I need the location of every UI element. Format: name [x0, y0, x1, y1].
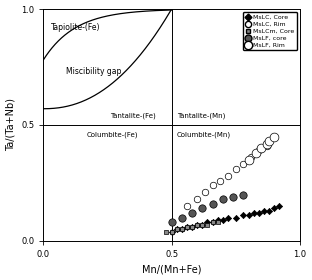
Point: [195, 197, 200, 201]
Point: [174, 227, 179, 232]
Point: [231, 195, 236, 199]
Point: [179, 215, 184, 220]
Point: [251, 211, 256, 215]
Point: [190, 211, 195, 215]
Point: [254, 151, 259, 155]
Point: [210, 220, 215, 225]
Point: [226, 215, 231, 220]
Point: [266, 139, 271, 143]
Point: [272, 134, 277, 139]
Point: [200, 222, 205, 227]
Text: Tantalite-(Fe): Tantalite-(Fe): [110, 112, 156, 119]
Point: [174, 227, 179, 232]
Point: [179, 227, 184, 232]
Point: [241, 192, 246, 197]
Point: [205, 220, 210, 225]
Point: [249, 155, 254, 160]
Point: [195, 222, 200, 227]
Point: [241, 213, 246, 218]
Point: [272, 206, 277, 211]
Text: Tantalite-(Mn): Tantalite-(Mn): [177, 112, 225, 119]
Point: [169, 229, 174, 234]
Point: [233, 215, 238, 220]
Point: [220, 218, 225, 222]
Point: [210, 202, 215, 206]
Point: [184, 204, 189, 208]
Text: Columbite-(Mn): Columbite-(Mn): [177, 132, 231, 138]
Point: [246, 213, 251, 218]
Point: [246, 157, 251, 162]
Point: [190, 225, 195, 229]
Point: [215, 218, 220, 222]
Legend: MsLC, Core, MsLC, Rim, MsLCm, Core, MsLF, core, MsLF, Rim: MsLC, Core, MsLC, Rim, MsLCm, Core, MsLF…: [243, 12, 297, 50]
Point: [259, 146, 264, 150]
Point: [179, 227, 184, 232]
Point: [264, 141, 269, 146]
Point: [210, 183, 215, 188]
Text: Columbite-(Fe): Columbite-(Fe): [87, 132, 139, 138]
Point: [264, 144, 269, 148]
Y-axis label: Ta/(Ta+Nb): Ta/(Ta+Nb): [6, 99, 16, 151]
Point: [233, 167, 238, 171]
Point: [241, 162, 246, 167]
Text: Miscibility gap: Miscibility gap: [66, 67, 122, 76]
Point: [200, 222, 205, 227]
Point: [205, 222, 210, 227]
Point: [190, 225, 195, 229]
Point: [169, 229, 174, 234]
Point: [266, 209, 271, 213]
Point: [164, 229, 169, 234]
Point: [202, 190, 207, 194]
Point: [210, 220, 215, 225]
Point: [277, 204, 282, 208]
Text: Tapiolite-(Fe): Tapiolite-(Fe): [51, 23, 100, 32]
Point: [226, 174, 231, 178]
Point: [218, 178, 223, 183]
X-axis label: Mn/(Mn+Fe): Mn/(Mn+Fe): [142, 264, 201, 274]
Point: [256, 148, 261, 153]
Point: [169, 220, 174, 225]
Point: [215, 220, 220, 225]
Point: [220, 197, 225, 201]
Point: [200, 206, 205, 211]
Point: [261, 209, 266, 213]
Point: [184, 225, 189, 229]
Point: [184, 225, 189, 229]
Point: [195, 222, 200, 227]
Point: [256, 211, 261, 215]
